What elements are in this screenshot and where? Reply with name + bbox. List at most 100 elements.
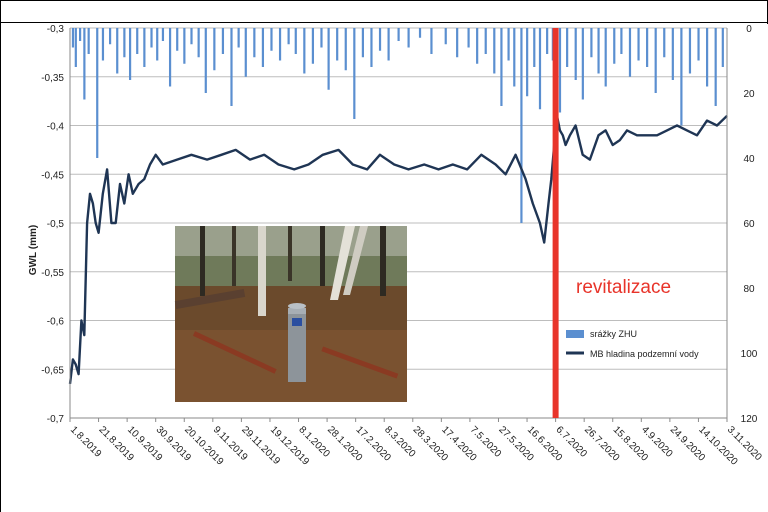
rain-bar <box>108 28 112 45</box>
y-left-tick-label: -0,3 <box>47 24 65 35</box>
legend-swatch-rain <box>566 330 584 338</box>
rain-bar <box>387 28 390 61</box>
rain-bar <box>237 28 240 48</box>
rain-bar <box>123 28 126 58</box>
top-border <box>0 0 768 1</box>
rain-bar <box>83 28 86 100</box>
rain-bar <box>604 28 607 87</box>
rain-bar <box>96 28 99 158</box>
legend-label-gwl: MB hladina podzemní vody <box>590 349 699 359</box>
rain-bar <box>574 28 577 80</box>
rain-bar <box>161 28 165 41</box>
legend-label-rain: srážky ZHU <box>590 329 637 339</box>
y-left-tick-label: -0,35 <box>41 73 64 84</box>
rain-bar <box>407 28 410 48</box>
revitalization-label: revitalizace <box>576 277 671 298</box>
rain-bar <box>278 28 282 61</box>
rain-bar <box>156 28 159 61</box>
rain-bar <box>78 28 82 41</box>
y-left-tick-label: -0,4 <box>47 122 65 133</box>
rain-bar <box>87 28 90 54</box>
rain-bar <box>688 28 692 74</box>
rain-bar <box>637 28 640 61</box>
y-left-tick-label: -0,55 <box>41 268 64 279</box>
y-axis-title: GWL (mm) <box>28 225 39 275</box>
rain-bar <box>294 28 297 54</box>
rain-bar <box>418 28 422 38</box>
site-photo <box>174 226 407 402</box>
rain-bar <box>344 28 347 71</box>
rain-bar <box>261 28 265 67</box>
y-left-tick-label: -0,65 <box>41 365 64 376</box>
rain-bar <box>538 28 542 110</box>
rain-bar <box>546 28 549 54</box>
rain-bar <box>168 28 172 87</box>
rain-bar <box>500 28 503 106</box>
y-right-tick-label: 80 <box>743 284 755 295</box>
groundwater-line-group <box>68 114 728 385</box>
y-right-tick-label: 40 <box>743 154 755 165</box>
y-right-tick-label: 100 <box>741 349 758 360</box>
rain-bar <box>204 28 207 93</box>
rain-bar <box>507 28 510 61</box>
rain-bar <box>221 28 225 54</box>
rain-bar <box>513 28 516 87</box>
rain-bar <box>590 28 593 58</box>
rain-bar <box>197 28 200 58</box>
rain-bar <box>671 28 674 80</box>
rain-bar <box>213 28 216 71</box>
rain-bar <box>183 28 186 64</box>
rain-bar <box>143 28 146 67</box>
rain-bar <box>697 28 700 61</box>
rain-bar <box>176 28 179 51</box>
rain-bar <box>71 28 75 48</box>
rain-bar <box>190 28 193 45</box>
rain-bar <box>493 28 496 74</box>
y-left-tick-label: -0,6 <box>47 317 65 328</box>
rain-bar <box>628 28 632 77</box>
y-right-tick-label: 60 <box>743 219 755 230</box>
rain-bar <box>303 28 306 74</box>
rain-bar <box>620 28 623 54</box>
rain-bar <box>706 28 709 87</box>
rain-bar <box>467 28 470 48</box>
rain-bar <box>444 28 447 45</box>
rain-bar <box>101 28 105 61</box>
rain-bar <box>311 28 315 64</box>
rain-bar <box>520 28 523 223</box>
rain-bar <box>597 28 600 74</box>
y-left-tick-label: -0,5 <box>47 219 65 230</box>
title-separator <box>0 22 768 23</box>
rain-bar <box>136 28 139 54</box>
rain-bar <box>336 28 339 61</box>
y-right-tick-label: 0 <box>746 24 752 35</box>
rain-bar <box>484 28 487 54</box>
rain-bar <box>150 28 153 48</box>
rain-bar <box>116 28 119 74</box>
rain-bar <box>566 28 569 67</box>
rain-bar <box>721 28 724 67</box>
rain-bar <box>327 28 330 90</box>
groundwater-line <box>68 114 728 385</box>
y-left-tick-label: -0,45 <box>41 170 64 181</box>
rain-bar <box>663 28 666 58</box>
rain-bar <box>320 28 323 48</box>
y-right-tick-label: 120 <box>741 414 758 425</box>
legend: srážky ZHU MB hladina podzemní vody <box>566 329 699 359</box>
rain-bar <box>476 28 479 64</box>
rain-bar <box>533 28 536 67</box>
rain-bar <box>397 28 400 41</box>
left-border <box>0 0 1 512</box>
y-right-tick-label: 20 <box>743 89 755 100</box>
rain-bar <box>581 28 584 100</box>
rain-bar <box>378 28 382 51</box>
rain-bar <box>430 28 433 54</box>
rain-bar <box>370 28 373 67</box>
rain-bar <box>128 28 132 80</box>
rain-bars <box>71 28 724 223</box>
rain-bar <box>654 28 657 93</box>
rain-bar <box>361 28 364 58</box>
rain-bar <box>353 28 356 119</box>
